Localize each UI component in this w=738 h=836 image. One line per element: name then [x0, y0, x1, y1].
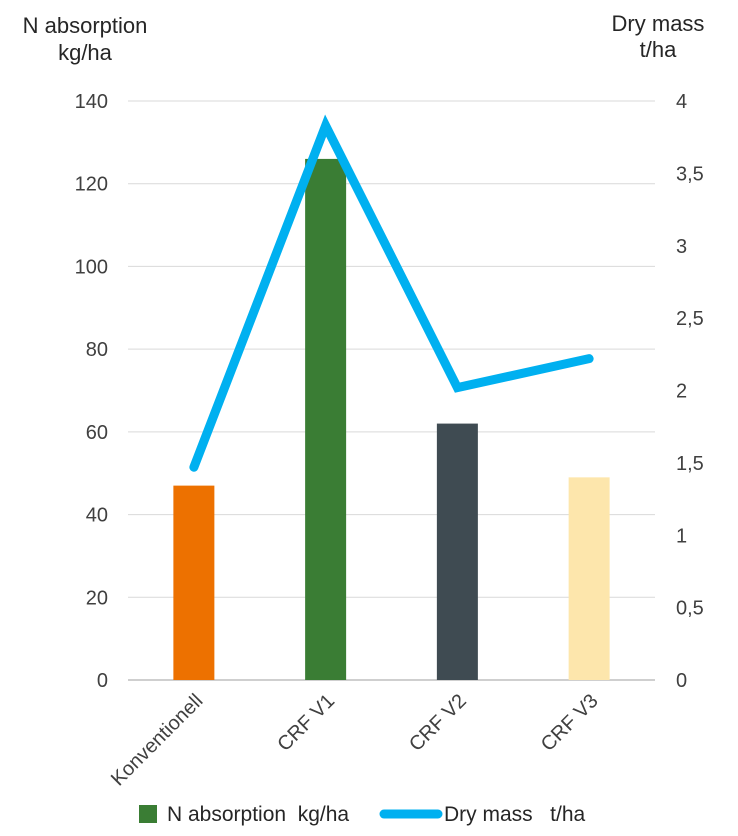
right-tick-label: 1,5 [676, 453, 704, 475]
legend-label-dry-mass: Dry mass t/ha [444, 803, 586, 826]
left-axis-ticks: 0 20 40 60 80 100 120 140 [75, 91, 108, 692]
x-tick-label: Konventionell [107, 690, 207, 790]
left-tick-label: 80 [86, 339, 108, 361]
x-axis-labels: Konventionell CRF V1 CRF V2 CRF V3 [107, 690, 603, 790]
legend: N absorption kg/ha Dry mass t/ha [139, 803, 586, 826]
right-axis-title-line2: t/ha [640, 37, 677, 62]
right-tick-label: 3,5 [676, 163, 704, 185]
left-tick-label: 0 [97, 670, 108, 692]
left-tick-label: 60 [86, 422, 108, 444]
left-tick-label: 40 [86, 505, 108, 527]
right-axis-ticks: 0 0,5 1 1,5 2 2,5 3 3,5 4 [676, 91, 704, 692]
x-tick-label: CRF V3 [537, 690, 603, 756]
bar-1 [305, 158, 347, 680]
right-tick-label: 1 [676, 525, 687, 547]
right-tick-label: 2,5 [676, 308, 704, 330]
left-axis-title-line1: N absorption [23, 13, 148, 38]
bar-2 [436, 423, 478, 680]
right-tick-label: 3 [676, 236, 687, 258]
legend-swatch-n-absorption [139, 805, 157, 823]
left-tick-label: 140 [75, 91, 108, 113]
left-tick-label: 120 [75, 174, 108, 196]
line-series [189, 114, 594, 472]
x-tick-label: CRF V1 [273, 690, 339, 756]
right-tick-label: 0,5 [676, 598, 704, 620]
legend-label-n-absorption: N absorption kg/ha [167, 803, 349, 826]
dry-mass-line [189, 114, 594, 472]
bar-3 [568, 477, 610, 680]
x-tick-label: CRF V2 [405, 690, 471, 756]
bar-0 [173, 485, 215, 680]
right-axis-title-line1: Dry mass [612, 11, 705, 36]
left-tick-label: 100 [75, 256, 108, 278]
right-tick-label: 0 [676, 670, 687, 692]
bar-series [173, 158, 610, 680]
left-tick-label: 20 [86, 587, 108, 609]
right-tick-label: 4 [676, 91, 687, 113]
right-tick-label: 2 [676, 381, 687, 403]
left-axis-title-line2: kg/ha [58, 40, 113, 65]
